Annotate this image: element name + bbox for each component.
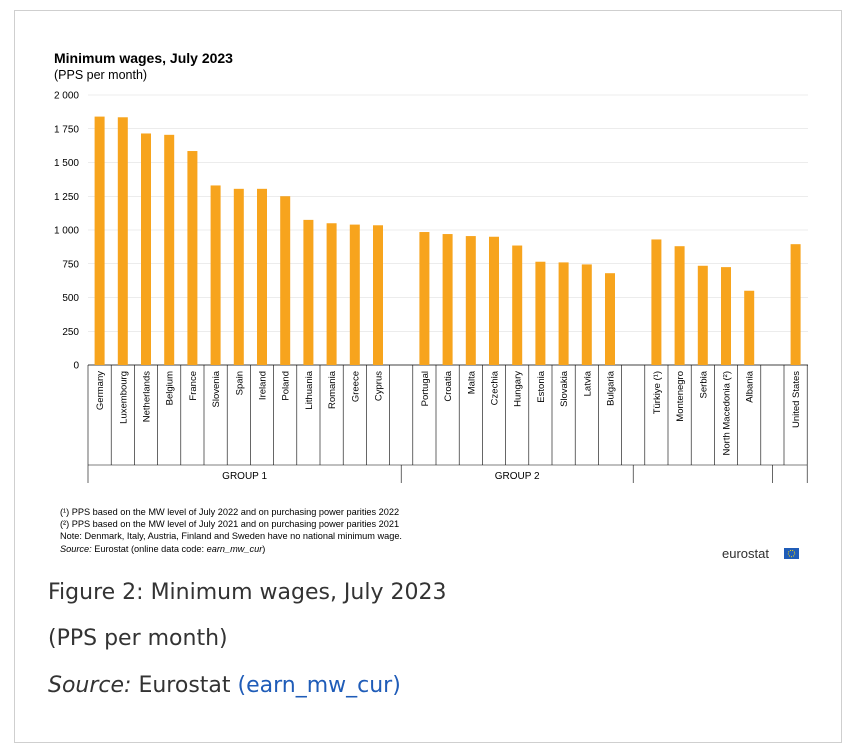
x-tick-label: Türkiye (¹)	[652, 371, 663, 414]
bar	[303, 219, 314, 365]
y-tick-label: 0	[73, 361, 79, 372]
bar	[605, 273, 615, 365]
x-tick-label: Belgium	[165, 371, 176, 405]
bar	[558, 262, 569, 365]
bars	[94, 116, 801, 366]
x-tick-label: Netherlands	[142, 371, 153, 422]
bar	[326, 223, 337, 365]
bar	[419, 232, 430, 365]
eurostat-logo: eurostat	[722, 546, 799, 561]
x-tick-label: Croatia	[443, 370, 454, 401]
caption-source-text: Eurostat	[131, 673, 238, 698]
bar	[442, 234, 453, 365]
x-tick-label: United States	[791, 371, 802, 428]
x-tick-label: Czechia	[490, 370, 501, 405]
bar	[280, 196, 291, 365]
chart-svg: Minimum wages, July 2023 (PPS per month)…	[54, 50, 808, 561]
gridlines	[88, 94, 808, 366]
x-tick-label: Romania	[327, 370, 338, 409]
figure-caption-source: Source: Eurostat (earn_mw_cur)	[48, 673, 401, 698]
footnote-2: (²) PPS based on the MW level of July 20…	[60, 519, 399, 529]
bar	[721, 267, 731, 365]
bar	[489, 236, 499, 365]
x-tick-label: Germany	[95, 371, 106, 410]
bar	[465, 236, 476, 365]
bar	[581, 264, 592, 365]
group-axis: GROUP 1 GROUP 2	[87, 464, 808, 483]
bar	[651, 239, 662, 365]
x-tick-label: Malta	[466, 370, 477, 394]
group-label: GROUP 2	[495, 471, 540, 482]
bar	[512, 245, 523, 365]
bar	[674, 246, 685, 365]
chart-source-close: )	[262, 544, 265, 554]
bar	[790, 244, 801, 365]
bar	[117, 117, 128, 366]
eu-stars-icon	[787, 549, 796, 558]
y-tick-label: 1 750	[54, 124, 79, 135]
chart-source-code: earn_mw_cur	[207, 544, 264, 554]
bar	[697, 265, 708, 365]
y-tick-label: 2 000	[54, 91, 79, 102]
bar	[257, 188, 267, 365]
eu-flag-icon	[784, 548, 799, 559]
chart-source-label: Source:	[60, 544, 92, 554]
bar	[210, 185, 221, 365]
x-tick-label: Spain	[234, 371, 245, 395]
caption-source-label: Source:	[48, 673, 132, 698]
x-tick-label: Lithuania	[304, 370, 315, 409]
x-tick-label: Poland	[281, 371, 292, 401]
x-tick-label: Slovenia	[211, 370, 222, 407]
chart-source-text: Eurostat (online data code:	[92, 544, 207, 554]
x-tick-label: Serbia	[698, 370, 709, 398]
bar	[187, 151, 198, 365]
footnote-note: Note: Denmark, Italy, Austria, Finland a…	[60, 531, 402, 541]
eurostat-logo-text: eurostat	[722, 546, 769, 561]
x-tick-label: Luxembourg	[118, 371, 129, 424]
bar	[141, 133, 151, 365]
x-tick-label: Cyprus	[374, 371, 385, 401]
x-tick-label: Hungary	[513, 371, 524, 407]
chart-title: Minimum wages, July 2023	[54, 50, 233, 66]
y-axis-ticks: 0 250 500 750 1 000 1 250 1 500 1 750 2 000	[54, 91, 79, 372]
y-tick-label: 1 250	[54, 192, 79, 203]
y-tick-label: 1 000	[54, 226, 79, 237]
bar	[94, 116, 105, 365]
chart-subtitle: (PPS per month)	[54, 68, 147, 82]
bar	[164, 134, 175, 365]
x-tick-label: France	[188, 371, 199, 401]
y-tick-label: 1 500	[54, 158, 79, 169]
bar	[373, 225, 383, 365]
x-tick-label: Latvia	[582, 370, 593, 396]
figure-caption-subtitle: (PPS per month)	[48, 626, 228, 651]
bar	[349, 224, 360, 365]
bar	[535, 261, 546, 365]
x-tick-label: Portugal	[420, 371, 431, 406]
x-tick-label: Bulgaria	[606, 370, 617, 406]
x-axis-labels: Germany Luxembourg Netherlands Belgium Franc…	[87, 365, 808, 465]
y-tick-label: 500	[62, 293, 79, 304]
x-tick-label: Ireland	[258, 371, 269, 400]
bar	[233, 188, 244, 365]
chart-source: Source: Eurostat (online data code: earn…	[60, 544, 265, 554]
x-tick-label: Albania	[745, 370, 756, 402]
x-tick-label: North Macedonia (²)	[722, 371, 733, 455]
bar	[744, 290, 755, 365]
x-tick-label: Slovakia	[559, 370, 570, 407]
figure-frame	[14, 10, 842, 743]
group-label: GROUP 1	[222, 471, 267, 482]
x-tick-label: Estonia	[536, 370, 547, 402]
figure-caption-title: Figure 2: Minimum wages, July 2023	[48, 580, 447, 605]
x-tick-label: Montenegro	[675, 371, 686, 422]
x-tick-label: Greece	[350, 371, 361, 402]
y-tick-label: 250	[62, 327, 79, 338]
source-link[interactable]: (earn_mw_cur)	[237, 673, 401, 698]
footnote-1: (¹) PPS based on the MW level of July 20…	[60, 507, 399, 517]
y-tick-label: 750	[62, 259, 79, 270]
